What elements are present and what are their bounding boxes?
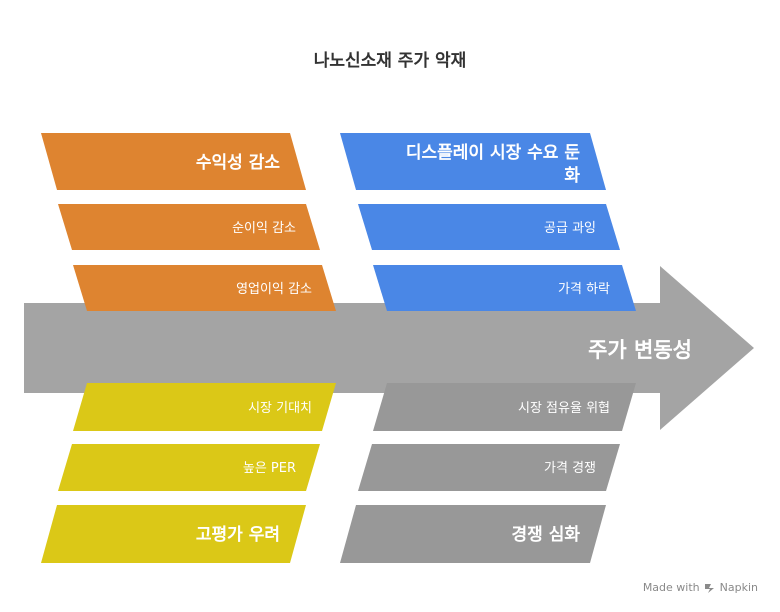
top-right-item-2: 가격 하락 — [558, 282, 610, 297]
bottom-left-item-2-box — [58, 444, 320, 491]
bottom-left-head-box — [41, 505, 306, 563]
bottom-right-head: 경쟁 심화 — [512, 525, 581, 545]
top-left-head: 수익성 감소 — [196, 153, 280, 173]
bottom-right-item-1-box — [373, 383, 636, 431]
footer-attribution: Made with Napkin — [643, 581, 758, 594]
center-label: 주가 변동성 — [588, 338, 692, 362]
made-with-label: Made with — [642, 581, 700, 594]
top-left-head-box — [41, 133, 306, 190]
top-left-item-1: 순이익 감소 — [232, 221, 296, 236]
top-right-item-1: 공급 과잉 — [544, 221, 596, 236]
top-right-head-line1: 디스플레이 시장 수요 둔 — [406, 143, 581, 163]
bottom-right-head-box — [340, 505, 606, 563]
bottom-left-item-1: 시장 기대치 — [248, 401, 312, 416]
bottom-left-head: 고평가 우려 — [196, 525, 280, 545]
bottom-right-item-1: 시장 점유율 위협 — [518, 401, 610, 416]
napkin-logo-icon — [704, 583, 714, 593]
page-title: 나노신소재 주가 악재 — [313, 51, 467, 71]
top-right-item-1-box — [358, 204, 620, 250]
top-left-item-2: 영업이익 감소 — [236, 282, 312, 297]
top-right-head-box — [340, 133, 606, 190]
bottom-right-item-2: 가격 경쟁 — [544, 461, 596, 476]
bottom-right-item-2-box — [358, 444, 620, 491]
top-right-item-2-box — [373, 265, 636, 311]
top-right-head-line2: 화 — [564, 166, 580, 186]
top-left-item-2-box — [73, 265, 336, 311]
bottom-left-item-2: 높은 PER — [243, 461, 296, 476]
top-left-item-1-box — [58, 204, 320, 250]
bottom-left-item-1-box — [73, 383, 336, 431]
brand-label: Napkin — [719, 581, 758, 594]
